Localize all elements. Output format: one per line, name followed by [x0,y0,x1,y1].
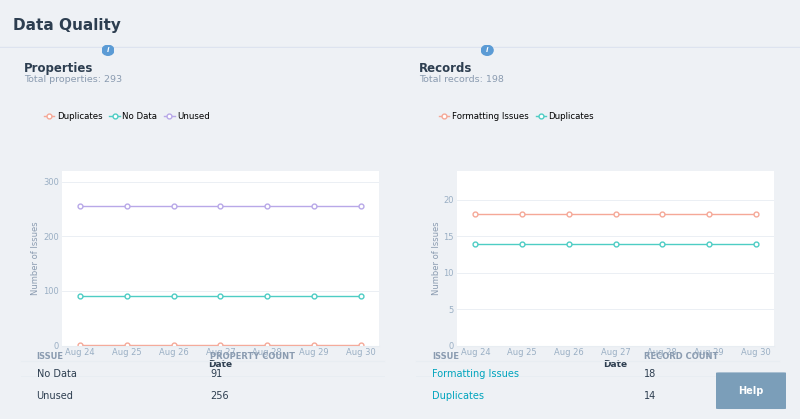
Text: i: i [486,47,488,54]
Text: 14: 14 [644,391,656,401]
Text: 18: 18 [644,369,656,379]
FancyBboxPatch shape [713,372,790,409]
Text: Total records: 198: Total records: 198 [419,75,504,84]
Text: Records: Records [419,62,473,75]
Legend: Formatting Issues, Duplicates: Formatting Issues, Duplicates [436,109,598,124]
Legend: Duplicates, No Data, Unused: Duplicates, No Data, Unused [41,109,214,124]
Circle shape [482,45,493,55]
Text: 256: 256 [210,391,229,401]
Text: RECORD COUNT: RECORD COUNT [644,352,718,362]
Text: ISSUE: ISSUE [37,352,63,362]
Y-axis label: Number of Issues: Number of Issues [31,221,40,295]
Text: Properties: Properties [24,62,94,75]
Text: Total properties: 293: Total properties: 293 [24,75,122,84]
Text: Unused: Unused [37,391,74,401]
Text: Help: Help [738,386,764,396]
Text: i: i [107,47,109,54]
Text: Data Quality: Data Quality [13,18,121,33]
X-axis label: Date: Date [208,360,233,369]
Text: No Data: No Data [37,369,77,379]
Text: 91: 91 [210,369,222,379]
Text: ISSUE: ISSUE [432,352,458,362]
Text: Duplicates: Duplicates [432,391,484,401]
Text: Formatting Issues: Formatting Issues [432,369,518,379]
X-axis label: Date: Date [603,360,628,369]
Text: PROPERTY COUNT: PROPERTY COUNT [210,352,295,362]
Circle shape [102,45,114,55]
Y-axis label: Number of Issues: Number of Issues [432,221,441,295]
